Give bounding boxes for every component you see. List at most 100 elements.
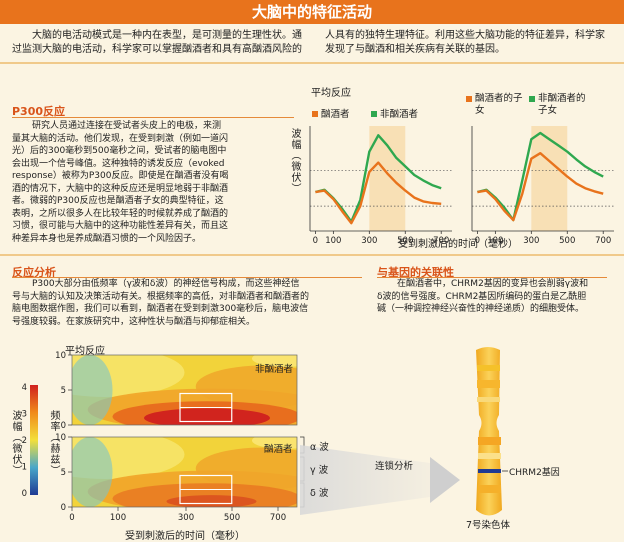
band-alpha: α 波 [310,442,329,453]
y-tick-label: 5 [61,386,66,396]
chrm2-band [478,469,501,473]
heat-contour [195,447,297,490]
intro-left: 大脑的电活动模式是一种内在表型，是可测量的生理性状。通 过监测大脑的电活动，科学… [12,29,302,56]
x-tick-label: 0 [475,236,480,246]
heat-contour [252,437,297,449]
heat-contour [252,355,297,367]
legend-non-alcoholic: 非酗酒者 [371,106,418,120]
legend-label: 非酗酒者的子女 [538,93,586,116]
y-tick-label: 10 [55,351,66,361]
colorbar-tick-label: 4 [22,383,27,393]
band-delta: δ 波 [310,488,329,499]
linkage-arrow-icon [430,457,460,503]
page-title: 大脑中的特征活动 [0,0,624,24]
colorbar-tick-label: 3 [22,410,27,420]
analysis-line: P300大部分由低频率（γ波和δ波）的神经信号构成，而这些神经信 [32,279,300,289]
linkage-label: 连锁分析 [375,461,414,472]
p300-rule [12,117,294,118]
intro-line: 发现了与酗酒和相关疾病有关联的基因。 [325,43,505,55]
p300-text: 研究人员通过连接在受试者头皮上的电极，来测 量其大脑的活动。他们发现，在受到刺激… [12,120,302,245]
p300-line: 种差异本身也是养成酗酒习惯的一个风险因子。 [12,233,202,244]
analysis-line: 号强度较弱。在家族研究中，这种性状与酗酒与抑郁症相关。 [12,316,256,327]
legend-alcoholic: 酗酒者 [312,106,350,120]
avg-response-charts: 0 100 300 500 700 0 100 300 500 700 [309,126,614,246]
heatmap-title: 平均反应 [65,346,105,357]
legend-swatch-green [371,111,377,117]
analysis-text: P300大部分由低频率（γ波和δ波）的神经信号构成，而这些神经信 号与大脑的认知… [12,278,372,328]
heat-contour [144,408,270,425]
heatmap-ylabel: 频率（赫兹） [48,410,59,476]
x-tick-label: 500 [224,513,240,523]
heat-contour [72,437,113,507]
legend-label: 非酗酒者 [380,109,419,120]
legend-label: 酗酒者的子女 [475,93,523,116]
colorbar-tick-label: 0 [22,489,27,499]
y-tick-label: 5 [61,468,66,478]
intro-line: 大脑的电活动模式是一种内在表型，是可测量的生理性状。通 [32,30,302,41]
legend-swatch-orange [466,96,472,102]
heatmap-panel-alcoholic [72,437,297,507]
avg-chart-title: 平均反应 [311,88,351,99]
y-tick-label: 0 [61,421,66,431]
chromosome-label: 7号染色体 [466,520,511,531]
legend-swatch-orange [312,111,318,117]
series-line [477,131,604,222]
analysis-line: 号与大脑的认知及决策活动有关。根据频率的高低，对非酗酒者和酗酒者的 [12,291,310,302]
heat-contour [72,355,113,425]
x-tick-label: 500 [559,236,575,246]
x-tick-label: 100 [487,236,503,246]
heat-contour [195,365,297,408]
gene-title: 与基因的关联性 [377,266,454,279]
p300-line: 会出现一个信号峰值。这种独特的诱发反应（evoked [12,158,225,169]
x-tick-label: 300 [523,236,539,246]
chromosome-7-icon [476,347,502,516]
p300-line: 者。微弱的P300反应也是酗酒者子女的典型特征，这 [12,196,224,206]
analysis-rule [12,277,362,278]
legend-children-non-alcoholic: 非酗酒者的子女 [529,93,591,117]
linkage-beam [300,445,430,515]
x-tick-label: 300 [178,513,194,523]
p300-line: 研究人员通过连接在受试者头皮上的电极，来测 [32,121,222,131]
x-tick-label: 500 [397,236,413,246]
gene-label: CHRM2基因 [509,468,560,478]
y-tick-label: 10 [55,433,66,443]
divider [0,254,624,256]
series-line [315,161,442,225]
gene-rule [377,277,607,278]
heatmap-xlabel: 受到刺激后的时间（毫秒） [125,531,245,542]
colorbar-tick-label: 2 [22,436,27,446]
legend-swatch-green [529,96,535,102]
panel-label-non-alcoholic: 非酗酒者 [255,364,294,375]
x-tick-label: 100 [325,236,341,246]
p300-line: 表明，之所以很多人在比较年轻的时候就养成了酗酒的 [12,208,229,219]
gene-line: 在酗酒者中，CHRM2基因的变异也会削弱γ波和 [397,279,589,289]
p300-title: P300反应 [12,105,66,118]
avg-chart-left: 0 100 300 500 700 [309,126,452,246]
colorbar-tick-label: 1 [22,463,27,473]
heatmap-axes: 10 5 0 10 5 0 100 300 500 700 0 [55,351,305,523]
legend-children-alcoholic: 酗酒者的子女 [466,93,524,117]
y-tick-label: 0 [61,503,66,513]
heatmap-figure: 4 3 2 1 0 10 5 0 10 5 0 100 300 500 700 0 [22,347,508,523]
x-tick-label: 100 [110,513,126,523]
p300-line: 量其大脑的活动。他们发现，在受到刺激（例如一道闪 [12,133,229,144]
p300-window [369,126,406,231]
intro-right: 人具有的独特生理特征。利用这些大脑功能的特征差异，科学家 发现了与酗酒和相关疾病… [325,29,605,56]
intro-line: 人具有的独特生理特征。利用这些大脑功能的特征差异，科学家 [325,30,605,41]
colorbar [30,385,38,495]
x-tick-label: 700 [433,236,449,246]
p300-line: 习惯，很可能与大脑中的这种功能性差异有关，而且这 [12,221,229,231]
divider [0,62,624,64]
colorbar-ticks: 4 3 2 1 0 [22,383,27,499]
band-gamma: γ 波 [310,465,329,476]
x-tick-label: 700 [595,236,611,246]
analysis-title: 反应分析 [12,266,56,279]
x-tick-label: 0 [313,236,318,246]
p300-line: response）被称为P300反应。即使是在酗酒者没有喝 [12,171,229,181]
gene-text: 在酗酒者中，CHRM2基因的变异也会削弱γ波和 δ波的信号强度。CHRM2基因所… [377,278,617,316]
colorbar-label: 波幅（微伏） [10,410,21,476]
gene-line: δ波的信号强度。CHRM2基因所编码的蛋白是乙酰胆 [377,291,587,302]
series-line [477,152,604,222]
legend-label: 酗酒者 [321,109,350,120]
x-tick-label: 700 [270,513,286,523]
